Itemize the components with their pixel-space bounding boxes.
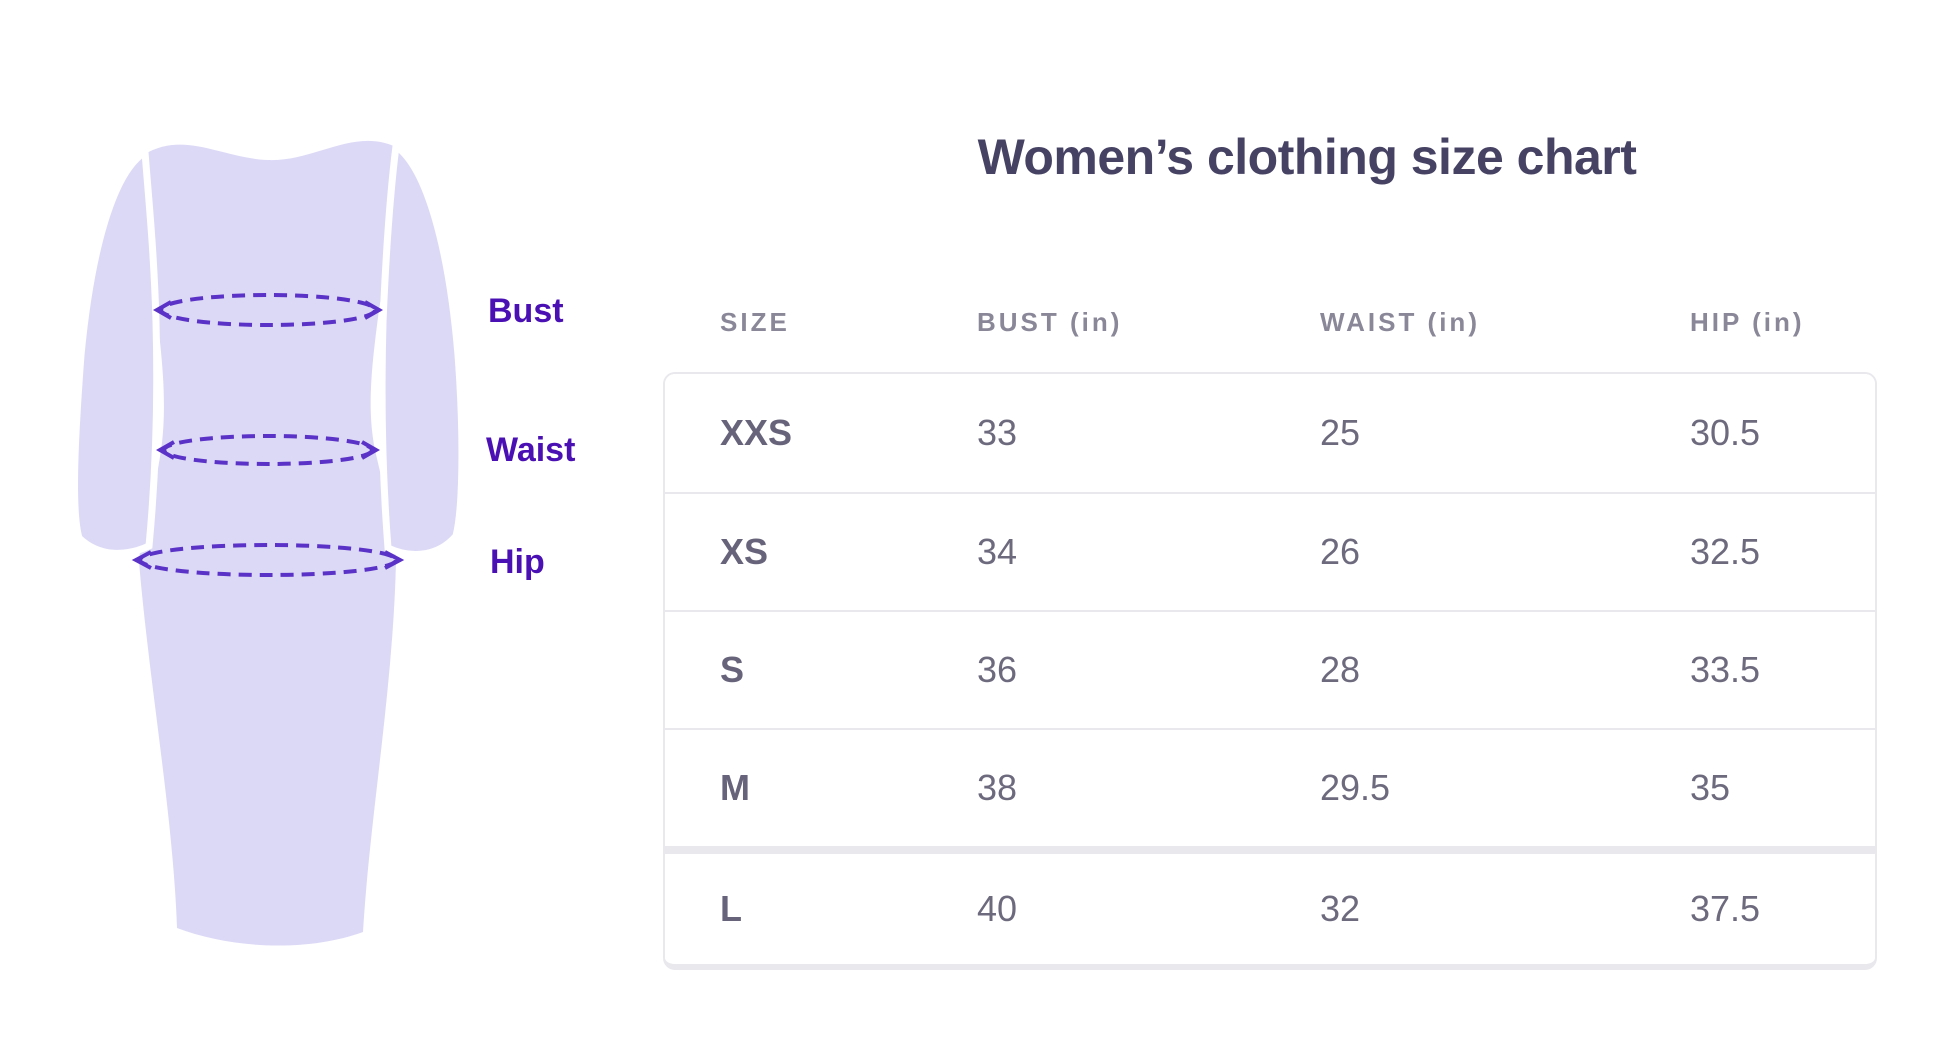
table-row: S 36 28 33.5 xyxy=(665,610,1875,728)
table-row: L 40 32 37.5 xyxy=(665,846,1875,964)
waist-cell: 28 xyxy=(1320,649,1361,690)
hip-measure-line xyxy=(131,543,405,577)
table-header-row: SIZE BUST (in) WAIST (in) HIP (in) xyxy=(663,298,1877,346)
waist-cell: 32 xyxy=(1320,888,1361,929)
waist-cell: 25 xyxy=(1320,412,1361,453)
waist-cell: 29.5 xyxy=(1320,767,1391,808)
dress-right-sleeve-shape xyxy=(378,139,466,558)
table-row: XS 34 26 32.5 xyxy=(665,492,1875,610)
column-header-waist: WAIST (in) xyxy=(1320,306,1480,337)
column-header-size: SIZE xyxy=(720,306,790,337)
bust-cell: 34 xyxy=(977,531,1018,572)
size-cell: L xyxy=(720,888,742,929)
dress-silhouette-icon xyxy=(71,139,466,946)
bust-label: Bust xyxy=(488,292,564,330)
bust-cell: 33 xyxy=(977,412,1018,453)
waist-label: Waist xyxy=(486,431,576,469)
hip-label: Hip xyxy=(490,543,545,581)
table-row: XXS 33 25 30.5 xyxy=(665,374,1875,492)
dress-body-shape xyxy=(139,140,400,946)
bust-measure-line xyxy=(152,293,384,327)
column-header-hip: HIP (in) xyxy=(1690,306,1805,337)
hip-cell: 32.5 xyxy=(1690,531,1761,572)
dress-illustration xyxy=(55,110,555,1015)
hip-cell: 37.5 xyxy=(1690,888,1761,929)
column-header-bust: BUST (in) xyxy=(977,306,1123,337)
size-cell: XXS xyxy=(720,412,793,453)
bust-cell: 40 xyxy=(977,888,1018,929)
bust-cell: 36 xyxy=(977,649,1018,690)
page-title: Women’s clothing size chart xyxy=(977,129,1637,185)
size-cell: XS xyxy=(720,531,769,572)
size-cell: M xyxy=(720,767,750,808)
hip-cell: 33.5 xyxy=(1690,649,1761,690)
bust-cell: 38 xyxy=(977,767,1018,808)
hip-cell: 35 xyxy=(1690,767,1731,808)
waist-cell: 26 xyxy=(1320,531,1361,572)
table-row: M 38 29.5 35 xyxy=(665,728,1875,846)
dress-left-sleeve-shape xyxy=(71,145,161,557)
waist-measure-line xyxy=(155,434,381,466)
hip-cell: 30.5 xyxy=(1690,412,1761,453)
size-table: XXS 33 25 30.5 XS 34 26 32.5 S 36 28 33.… xyxy=(663,372,1877,970)
size-cell: S xyxy=(720,649,745,690)
